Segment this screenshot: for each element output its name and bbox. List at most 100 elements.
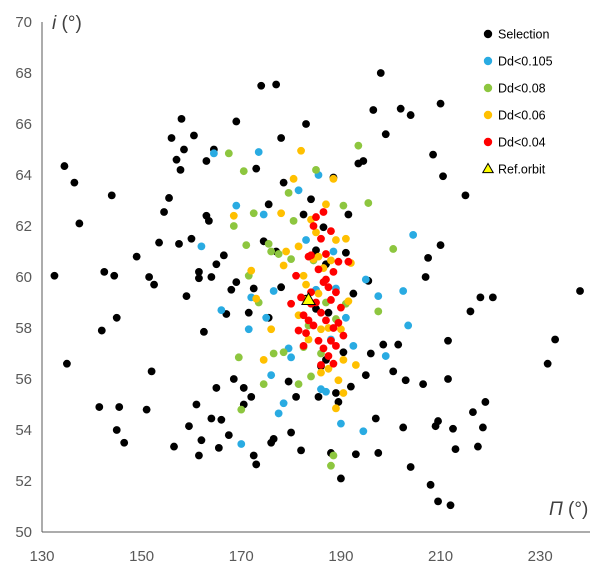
data-point [364,199,373,207]
data-point [219,251,228,260]
data-point [446,501,455,510]
data-point [344,297,353,306]
data-point [334,319,343,327]
data-point [294,186,303,195]
data-point [476,293,485,302]
data-point [339,331,348,340]
x-tick-label: 230 [528,548,553,565]
data-point [374,449,383,457]
legend-marker [481,162,495,174]
data-point [334,398,343,406]
data-point [289,174,298,183]
data-point [274,409,283,418]
legend-marker [483,137,493,147]
legend-label: Ref.orbit [498,163,546,177]
data-point [344,210,353,219]
data-point [341,248,350,257]
data-point [332,404,340,413]
data-point [112,313,121,322]
data-point [202,157,211,165]
data-point [195,451,203,460]
data-point [229,375,238,383]
data-point [322,250,330,258]
data-point [269,349,278,358]
data-point [147,367,156,376]
data-point [329,451,338,460]
data-point [297,146,305,155]
data-point [324,364,333,373]
data-point [478,423,487,432]
data-point [214,443,223,452]
data-point [299,271,308,280]
data-point [63,359,71,368]
data-point [334,376,343,385]
data-point [322,316,330,325]
data-point [337,325,345,334]
legend-label: Dd<0.105 [498,55,553,69]
data-point [381,352,390,360]
data-point [70,178,79,187]
data-point [212,384,221,392]
data-point [324,308,333,317]
data-point [60,162,69,170]
y-axis-title: i (°) [52,13,82,34]
data-point [302,280,310,289]
data-point [197,436,206,445]
data-point [314,289,323,298]
data-point [292,392,300,401]
data-point [436,99,445,108]
data-point [322,200,330,209]
data-point [312,166,320,174]
data-point [429,150,437,159]
data-point [272,80,281,89]
data-point [317,325,325,334]
data-point [232,117,241,126]
data-point [229,222,238,230]
data-point [107,191,116,200]
data-point [319,344,328,353]
data-point [351,450,360,459]
data-point [406,463,415,471]
legend-label: Dd<0.08 [498,82,546,96]
x-tick-label: 210 [428,548,453,565]
data-point [279,348,288,357]
data-point [314,392,323,401]
data-point [399,423,408,432]
data-point [344,257,353,266]
data-point [294,242,303,251]
data-point [394,340,403,349]
data-point [419,380,428,388]
data-point [115,403,124,411]
data-point [132,252,141,261]
y-tick-labels: 50 52 54 56 58 60 62 64 66 68 70 [15,14,32,541]
data-point [351,361,360,369]
x-axis-title: Π (°) [549,499,588,520]
data-point [167,134,176,142]
data-point [359,427,368,436]
data-point [474,442,482,451]
legend-label: Dd<0.04 [498,136,546,150]
data-point [341,234,350,243]
data-point [299,311,308,320]
data-point [451,445,460,454]
data-point [249,284,258,293]
data-point [110,271,119,280]
data-point [396,104,405,113]
data-point [289,217,298,225]
data-point [187,234,196,243]
y-tick-label: 54 [15,422,32,439]
data-point [177,115,186,123]
y-tick-label: 60 [15,269,32,286]
data-point [449,424,457,433]
data-point [244,308,253,317]
y-tick-label: 64 [15,167,32,184]
data-point [304,335,313,344]
data-point [339,355,348,364]
data-point [259,210,268,219]
data-point [341,313,350,322]
data-point [185,422,193,431]
data-point [366,349,375,358]
data-point [327,336,335,345]
data-point [190,131,198,140]
